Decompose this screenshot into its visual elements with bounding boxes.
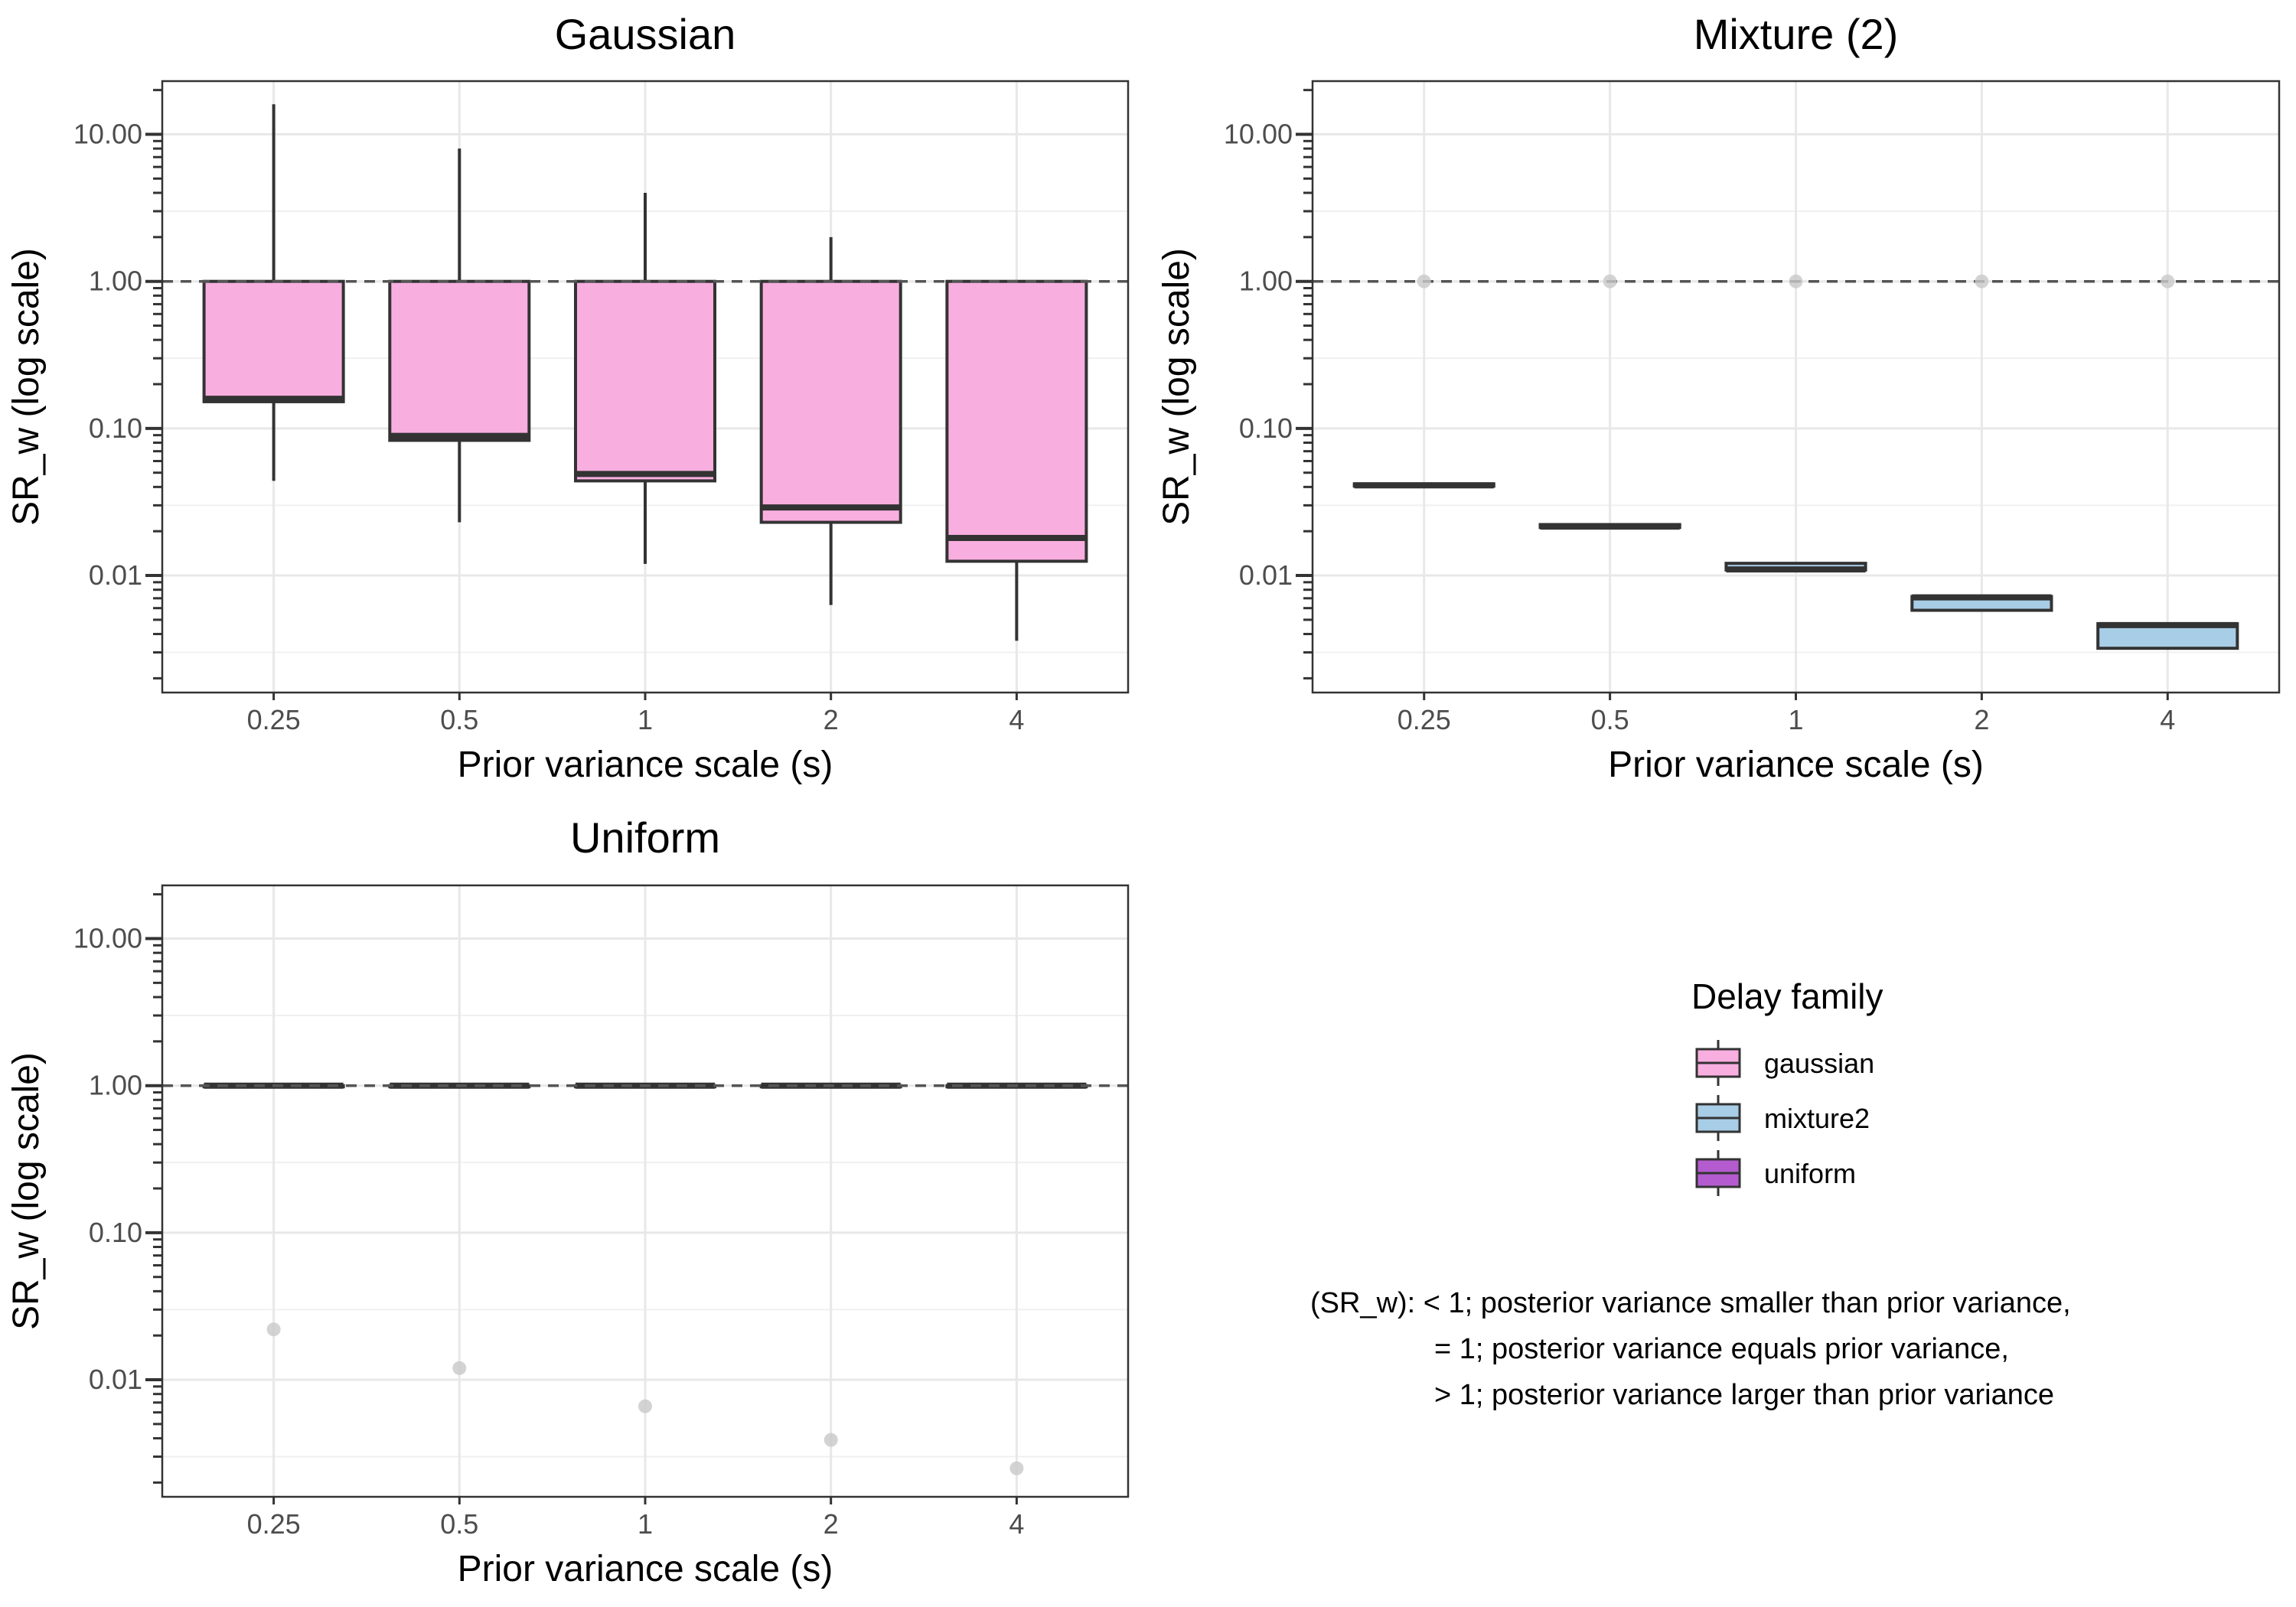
y-tick-label: 0.01 [1239,559,1293,591]
outlier-point [1975,274,1989,288]
outlier-point [1417,274,1431,288]
box-body [945,279,1088,563]
x-tick-label: 0.5 [440,704,478,735]
y-axis-title: SR_w (log scale) [6,248,47,526]
legend-key-uniform [1695,1150,1741,1196]
panel-title: Mixture (2) [1694,10,1899,58]
x-axis-title: Prior variance scale (s) [1608,745,1984,785]
x-tick-label: 0.25 [247,704,301,735]
box-1 [1724,562,1867,573]
x-tick-label: 1 [1788,704,1803,735]
x-axis-title: Prior variance scale (s) [458,745,833,785]
x-tick-label: 2 [823,1508,839,1540]
legend-title: Delay family [1691,976,1883,1016]
box-1 [573,192,717,564]
box-body [759,279,902,524]
x-tick-label: 0.25 [247,1508,301,1540]
x-tick-label: 4 [2160,704,2175,735]
note-line: = 1; posterior variance equals prior var… [1434,1333,2009,1365]
panel-uniform: 0.01 0.10 1.00 10.00 0.25 0.5 1 2 4 Uniform Prior … [6,813,1130,1589]
x-axis-title: Prior variance scale (s) [458,1549,833,1589]
box-4 [945,279,1088,641]
x-tick-label: 0.5 [440,1508,478,1540]
box-body [388,279,531,442]
y-tick-label: 0.10 [89,412,142,444]
y-tick-label: 1.00 [89,266,142,297]
legend-key-mixture2 [1695,1095,1741,1141]
outlier-point [823,1433,838,1447]
y-tick-label: 10.00 [1224,119,1293,150]
x-tick-label: 1 [638,704,653,735]
outlier-point [1009,1461,1024,1475]
box-0.25 [1352,482,1495,489]
x-tick-label: 4 [1009,704,1024,735]
legend-label: uniform [1764,1158,1856,1189]
outlier-point [638,1399,652,1413]
outlier-point [452,1361,467,1375]
outlier-point [1789,274,1803,288]
x-tick-label: 0.25 [1397,704,1451,735]
note-line: (SR_w): < 1; posterior variance smaller … [1310,1287,2071,1319]
y-tick-label: 1.00 [89,1070,142,1101]
legend-label: gaussian [1764,1048,1874,1079]
outlier-point [266,1322,281,1337]
outlier-point [2161,274,2175,288]
y-axis-title: SR_w (log scale) [1156,248,1197,526]
box-body [202,279,345,403]
x-tick-label: 2 [823,704,839,735]
box-2 [1910,594,2053,612]
y-tick-label: 0.10 [89,1217,142,1248]
x-tick-label: 2 [1974,704,1989,735]
panel-title: Gaussian [555,10,736,58]
outlier-point [1603,274,1617,288]
legend-label: mixture2 [1764,1103,1870,1134]
panel-title: Uniform [570,813,720,862]
x-tick-label: 1 [638,1508,653,1540]
box-body [573,279,717,483]
legend-key-gaussian [1695,1040,1741,1086]
y-tick-label: 0.01 [89,1364,142,1395]
annotation-note: (SR_w): < 1; posterior variance smaller … [1310,1287,2071,1411]
y-axis-title: SR_w (log scale) [6,1052,47,1330]
panel-mixture-2: 0.01 0.10 1.00 10.00 0.25 0.5 1 2 4 Mixture (2) Pr… [1156,10,2281,785]
y-tick-label: 1.00 [1239,266,1293,297]
note-line: > 1; posterior variance larger than prio… [1434,1379,2054,1411]
box-0.5 [388,148,531,523]
x-tick-label: 0.5 [1591,704,1629,735]
box-2 [759,236,902,605]
y-tick-label: 0.01 [89,559,142,591]
box-0.5 [1538,523,1681,530]
y-tick-label: 10.00 [73,923,142,954]
panel-gaussian: 0.01 0.10 1.00 10.00 0.25 0.5 1 2 4 Gaussian Prior… [6,10,1130,785]
y-tick-label: 10.00 [73,119,142,150]
y-tick-label: 0.10 [1239,412,1293,444]
legend: Delay family gaussian mixture2 uniform [1691,976,1883,1196]
box-4 [2096,621,2239,650]
x-tick-label: 4 [1009,1508,1024,1540]
